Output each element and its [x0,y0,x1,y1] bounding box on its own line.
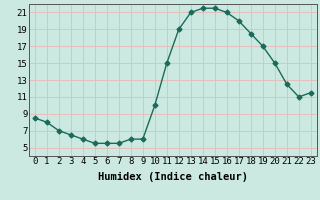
X-axis label: Humidex (Indice chaleur): Humidex (Indice chaleur) [98,172,248,182]
